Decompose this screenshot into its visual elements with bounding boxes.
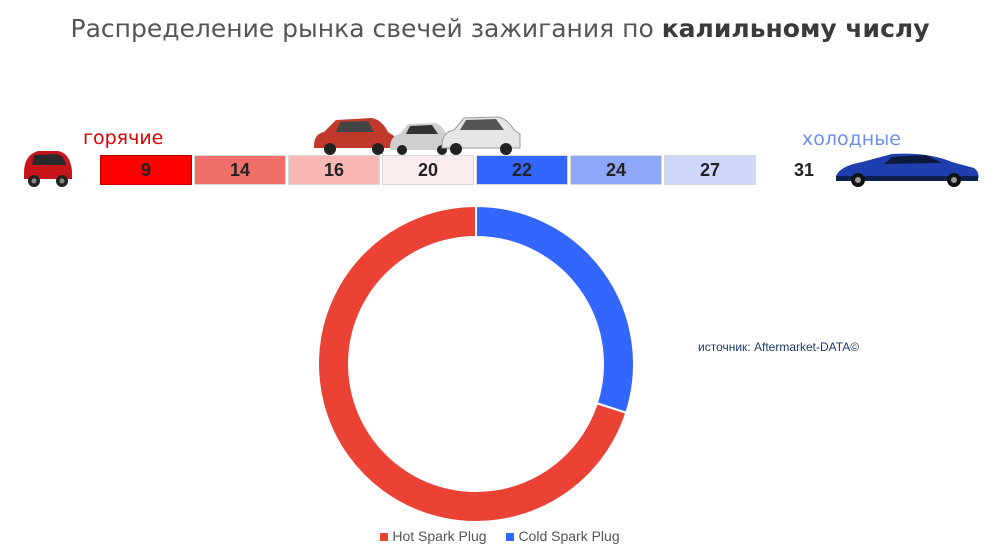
scale-cell: 16	[288, 155, 380, 185]
small-red-car-icon	[24, 151, 72, 187]
scale-cell: 14	[194, 155, 286, 185]
heat-range-scale: 9 14 16 20 22 24 27 31	[100, 155, 852, 187]
scale-cell: 20	[382, 155, 474, 185]
source-note: источник: Aftermarket-DATA©	[698, 340, 860, 354]
legend-item-hot: Hot Spark Plug	[380, 528, 487, 544]
scale-cell: 31	[758, 155, 850, 185]
blue-sports-car-icon	[836, 153, 979, 187]
scale-cell: 22	[476, 155, 568, 185]
chart-title: Распределение рынка свечей зажигания по …	[0, 14, 1000, 43]
suv-cars-icon	[314, 116, 521, 155]
legend-swatch-hot	[380, 533, 389, 542]
scale-cell: 9	[100, 155, 192, 185]
legend-label-hot: Hot Spark Plug	[392, 528, 487, 544]
scale-cell: 24	[570, 155, 662, 185]
donut-slice-hot	[318, 206, 628, 522]
scale-cell: 27	[664, 155, 756, 185]
legend-swatch-cold	[506, 533, 515, 542]
cold-label: холодные	[802, 128, 901, 150]
legend-item-cold: Cold Spark Plug	[506, 528, 620, 544]
title-prefix: Распределение рынка свечей зажигания по	[70, 14, 662, 43]
title-bold: калильному числу	[661, 14, 930, 43]
donut-slice-cold	[475, 206, 634, 415]
hot-label: горячие	[83, 127, 164, 149]
legend-label-cold: Cold Spark Plug	[518, 528, 620, 544]
chart-legend: Hot Spark Plug Cold Spark Plug	[0, 528, 1000, 544]
donut-chart	[318, 206, 634, 522]
